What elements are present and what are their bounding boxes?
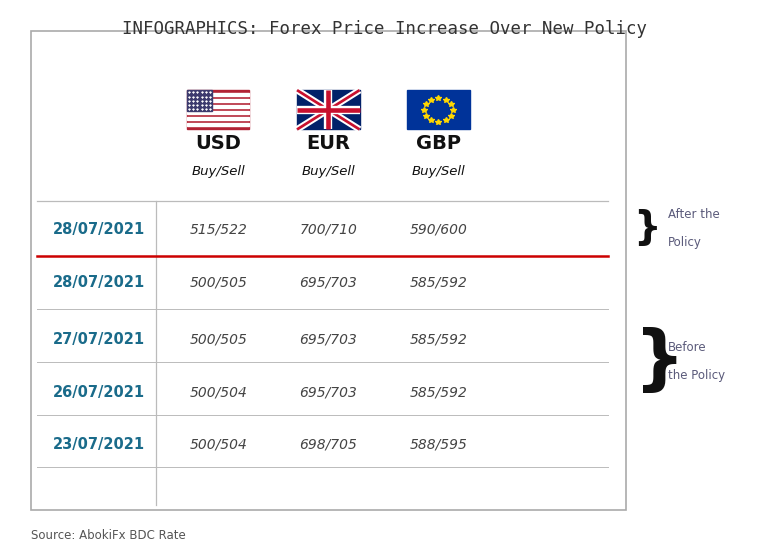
Text: 26/07/2021: 26/07/2021 bbox=[53, 385, 145, 400]
Text: Buy/Sell: Buy/Sell bbox=[302, 165, 355, 178]
Text: 500/504: 500/504 bbox=[189, 385, 247, 399]
Text: Before: Before bbox=[668, 341, 707, 354]
Text: 700/710: 700/710 bbox=[300, 222, 357, 236]
Text: EUR: EUR bbox=[306, 134, 350, 153]
Text: the Policy: the Policy bbox=[668, 369, 725, 382]
Text: 515/522: 515/522 bbox=[189, 222, 247, 236]
FancyBboxPatch shape bbox=[31, 31, 626, 510]
Text: }: } bbox=[634, 327, 685, 396]
Text: 27/07/2021: 27/07/2021 bbox=[53, 332, 145, 347]
Text: 500/505: 500/505 bbox=[189, 333, 247, 347]
Text: Buy/Sell: Buy/Sell bbox=[191, 165, 245, 178]
Text: GBP: GBP bbox=[416, 134, 461, 153]
Text: 500/504: 500/504 bbox=[189, 438, 247, 452]
Text: 585/592: 585/592 bbox=[409, 333, 468, 347]
Bar bbox=[187, 93, 250, 96]
Bar bbox=[187, 99, 250, 102]
Text: 500/505: 500/505 bbox=[189, 275, 247, 289]
Bar bbox=[187, 105, 250, 108]
Bar bbox=[187, 118, 250, 120]
Bar bbox=[187, 90, 212, 111]
Bar bbox=[187, 123, 250, 127]
Text: }: } bbox=[634, 209, 661, 248]
Bar bbox=[187, 90, 250, 129]
Text: 695/703: 695/703 bbox=[300, 333, 357, 347]
Text: 23/07/2021: 23/07/2021 bbox=[53, 437, 145, 452]
Text: Buy/Sell: Buy/Sell bbox=[412, 165, 465, 178]
Bar bbox=[407, 90, 470, 129]
Text: Source: AbokiFx BDC Rate: Source: AbokiFx BDC Rate bbox=[31, 529, 185, 542]
Text: After the: After the bbox=[668, 208, 720, 221]
Text: INFOGRAPHICS: Forex Price Increase Over New Policy: INFOGRAPHICS: Forex Price Increase Over … bbox=[121, 20, 647, 38]
Text: 585/592: 585/592 bbox=[409, 275, 468, 289]
Text: 585/592: 585/592 bbox=[409, 385, 468, 399]
Text: 698/705: 698/705 bbox=[300, 438, 357, 452]
Text: USD: USD bbox=[195, 134, 241, 153]
Text: 695/703: 695/703 bbox=[300, 385, 357, 399]
Text: 588/595: 588/595 bbox=[409, 438, 468, 452]
Text: 28/07/2021: 28/07/2021 bbox=[53, 222, 145, 237]
Text: 28/07/2021: 28/07/2021 bbox=[53, 274, 145, 290]
Text: 695/703: 695/703 bbox=[300, 275, 357, 289]
Bar bbox=[187, 111, 250, 114]
Text: 590/600: 590/600 bbox=[409, 222, 468, 236]
Bar bbox=[297, 90, 359, 129]
Text: Policy: Policy bbox=[668, 236, 702, 249]
